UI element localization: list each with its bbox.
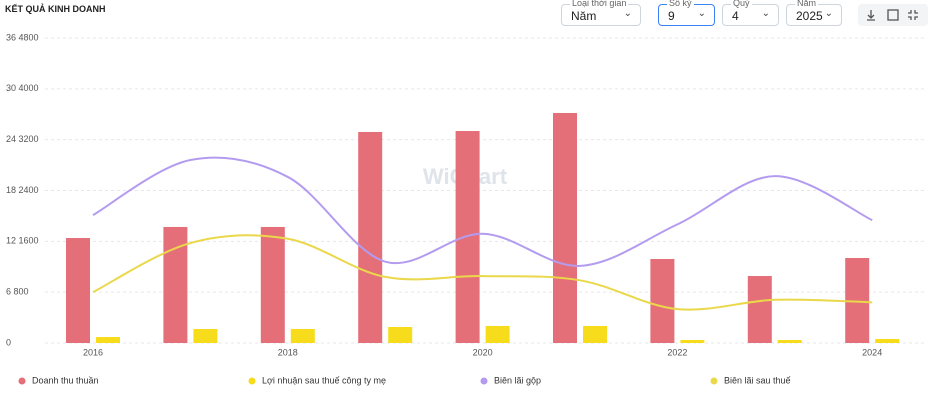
y-tick-label: 36 4800 <box>6 32 39 42</box>
dropdown-value: 4 <box>732 9 739 23</box>
watermark: WiChart <box>423 164 508 189</box>
caret: ⌄ <box>824 8 833 19</box>
dropdown[interactable]: Năm 2025 ⌄ <box>786 0 842 26</box>
bar <box>875 338 900 343</box>
bar <box>777 340 802 343</box>
legend-label: Doanh thu thuần <box>32 375 99 385</box>
y-tick-label: 12 1600 <box>6 236 39 246</box>
caret: ⌄ <box>623 8 632 19</box>
bar <box>96 337 120 343</box>
dropdown-value: 2025 <box>796 9 823 23</box>
line <box>92 234 873 311</box>
legend-label: Biên lãi sau thuế <box>724 375 791 385</box>
dropdown[interactable]: Số kỳ 9 ⌄ <box>658 0 715 26</box>
toolbar-icons <box>867 9 918 21</box>
dropdown-label: Số kỳ <box>667 0 694 8</box>
excel-icon[interactable] <box>887 9 899 21</box>
x-tick-label: 2018 <box>278 347 298 357</box>
y-tick-label: 18 2400 <box>6 185 39 195</box>
bar <box>358 131 383 343</box>
bar <box>455 131 480 343</box>
bar <box>747 276 772 343</box>
dropdown-label: Năm <box>795 0 819 8</box>
bar <box>485 325 510 343</box>
line <box>92 156 873 267</box>
dropdown-value: 9 <box>668 9 675 23</box>
bar <box>553 112 577 344</box>
dropdown-value: Năm <box>571 9 597 23</box>
bar <box>388 326 413 343</box>
dropdown[interactable]: Loại thời gian Năm ⌄ <box>561 0 641 26</box>
legend-swatch <box>480 377 488 385</box>
title: KẾT QUẢ KINH DOANH <box>5 4 106 14</box>
bar <box>845 257 870 343</box>
legend-label: Biên lãi gộp <box>494 375 541 385</box>
y-tick-label: 24 3200 <box>6 134 39 144</box>
x-tick-label: 2024 <box>862 347 882 357</box>
caret: ⌄ <box>761 8 770 19</box>
x-tick-label: 2020 <box>473 347 493 357</box>
dropdown-label: Quý <box>731 0 752 8</box>
y-tick-label: 6 800 <box>6 287 29 297</box>
bar <box>66 238 90 343</box>
toolbar <box>858 4 928 26</box>
caret: ⌄ <box>697 8 706 19</box>
legend-swatch <box>18 377 26 385</box>
dropdown-label: Loại thời gian <box>570 0 629 8</box>
download-icon[interactable] <box>867 10 875 21</box>
bar <box>193 329 218 343</box>
bar <box>680 340 705 343</box>
bar <box>583 325 607 343</box>
y-tick-label: 30 4000 <box>6 83 39 93</box>
dropdown[interactable]: Quý 4 ⌄ <box>722 0 779 26</box>
bar <box>163 226 188 343</box>
legend-swatch <box>248 377 256 385</box>
y-tick-label: 0 <box>6 337 11 347</box>
legend-label: Lợi nhuận sau thuế công ty mẹ <box>262 375 386 385</box>
legend-swatch <box>710 377 718 385</box>
x-tick-label: 2016 <box>83 347 103 357</box>
bar <box>650 258 675 343</box>
x-tick-label: 2022 <box>667 347 687 357</box>
bar <box>260 226 285 343</box>
bar <box>290 329 315 343</box>
collapse-icon[interactable] <box>908 10 918 20</box>
